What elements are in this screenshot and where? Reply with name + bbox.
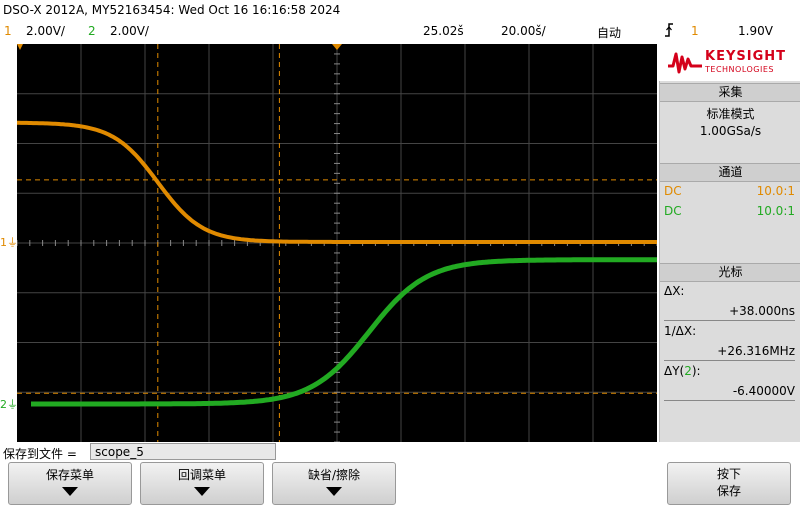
trigger-level: 1.90V — [738, 24, 773, 38]
ch1-scale: 2.00V/ — [26, 24, 65, 38]
channel-title[interactable]: 通道 — [660, 163, 800, 182]
info-panel: 采集 标准模式 1.00GSa/s 通道 DC 10.0:1 DC 10.0:1… — [659, 81, 800, 442]
keysight-wave-icon — [668, 52, 702, 74]
dy-label-suffix: ): — [691, 364, 701, 378]
recall-menu-button[interactable]: 回调菜单 — [140, 462, 264, 505]
filename-field[interactable]: scope_5 — [90, 443, 276, 460]
dx-label: ΔX: — [664, 284, 685, 298]
down-arrow-icon — [326, 487, 342, 496]
press-to-save-button[interactable]: 按下 保存 — [667, 462, 791, 505]
inv-dx-label: 1/ΔX: — [664, 324, 697, 338]
window-title: DSO-X 2012A, MY52163454: Wed Oct 16 16:1… — [3, 3, 341, 17]
ch1-coupling: DC — [664, 184, 682, 198]
divider — [664, 360, 795, 361]
keysight-logo: KEYSIGHT TECHNOLOGIES — [659, 44, 800, 81]
down-arrow-icon — [194, 487, 210, 496]
divider — [664, 320, 795, 321]
acquire-rate: 1.00GSa/s — [699, 124, 762, 138]
trigger-mode: 自动 — [597, 26, 622, 40]
time-position: 25.02š — [423, 24, 464, 38]
ch2-number: 2 — [88, 24, 96, 38]
down-arrow-icon — [62, 487, 78, 496]
logo-name: KEYSIGHT — [705, 49, 786, 64]
inv-dx-value: +26.316MHz — [717, 344, 795, 358]
ch2-waveform — [31, 257, 657, 407]
save-to-file-label: 保存到文件 = — [3, 447, 77, 461]
time-reference-marker — [17, 44, 23, 50]
ch2-coupling: DC — [664, 204, 682, 218]
dy-label-prefix: ΔY( — [664, 364, 685, 378]
ch2-ground-icon: 2⏚ — [0, 398, 18, 411]
waveform-display[interactable] — [17, 44, 657, 442]
press-label: 按下 — [716, 467, 741, 481]
cursor-title[interactable]: 光标 — [660, 263, 800, 282]
dy-label-channel: 2 — [684, 364, 692, 378]
ch2-probe: 10.0:1 — [756, 204, 795, 218]
waveform-svg[interactable] — [17, 44, 657, 442]
ch1-ground-icon: 1⏚ — [0, 236, 18, 249]
dy-value: -6.40000V — [732, 384, 795, 398]
save-menu-button[interactable]: 保存菜单 — [8, 462, 132, 505]
acquire-title[interactable]: 采集 — [660, 83, 800, 102]
ch2-scale: 2.00V/ — [110, 24, 149, 38]
dx-value: +38.000ns — [729, 304, 795, 318]
trigger-edge-icon — [663, 22, 675, 38]
ch1-waveform — [17, 120, 657, 244]
logo-sub: TECHNOLOGIES — [705, 65, 774, 74]
ch1-number: 1 — [4, 24, 12, 38]
save-action-label: 保存 — [716, 484, 741, 498]
divider — [664, 400, 795, 401]
trigger-channel: 1 — [691, 24, 699, 38]
time-scale: 20.00š/ — [501, 24, 546, 38]
dy-label: ΔY(2): — [664, 364, 701, 378]
ch1-probe: 10.0:1 — [756, 184, 795, 198]
trigger-position-marker — [332, 44, 342, 50]
save-menu-label: 保存菜单 — [45, 468, 94, 482]
recall-menu-label: 回调菜单 — [177, 468, 226, 482]
default-erase-button[interactable]: 缺省/擦除 — [272, 462, 396, 505]
default-erase-label: 缺省/擦除 — [307, 468, 361, 482]
acquire-mode: 标准模式 — [706, 107, 755, 121]
